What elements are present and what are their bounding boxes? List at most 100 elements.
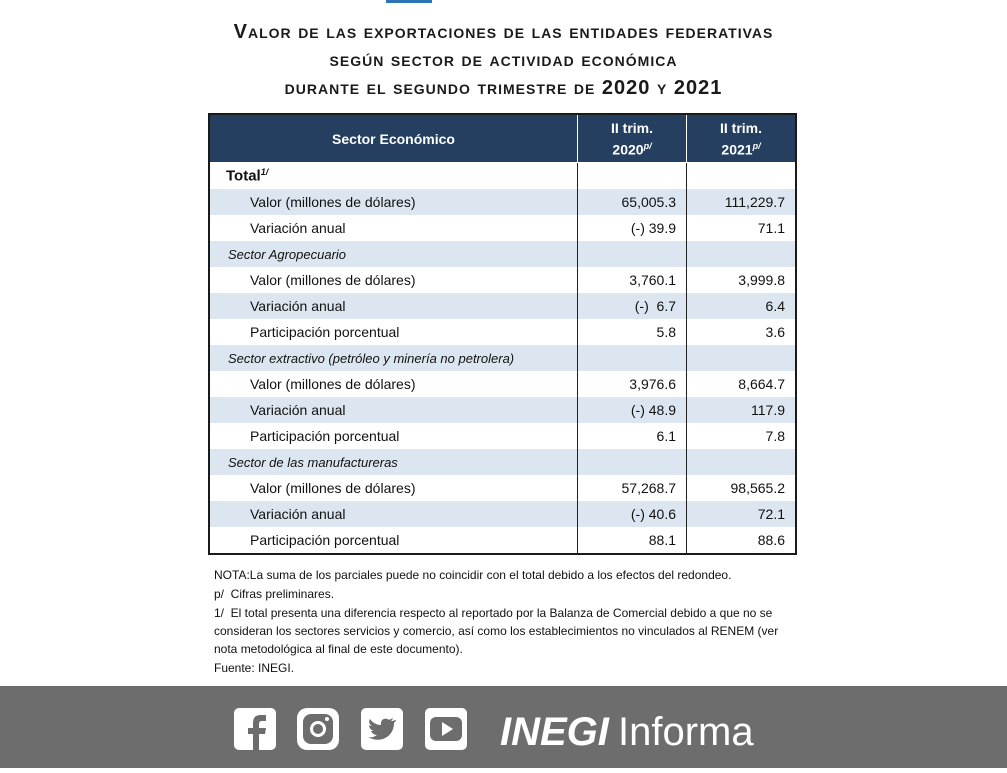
header-cell: II trim. 2020p/ bbox=[577, 113, 687, 163]
cell: 3,760.1 bbox=[577, 267, 687, 293]
row-label: Valor (millones de dólares) bbox=[208, 371, 578, 397]
footer: INEGI Informa bbox=[0, 686, 1007, 768]
label: Valor (millones de dólares) bbox=[250, 376, 416, 392]
cell: 8,664.7 bbox=[686, 371, 797, 397]
cell bbox=[577, 162, 687, 189]
cell: 111,229.7 bbox=[686, 189, 797, 215]
row-label: Valor (millones de dólares) bbox=[208, 189, 578, 215]
table-row: Participación porcentual 5.8 3.6 bbox=[208, 319, 797, 345]
label: Valor (millones de dólares) bbox=[250, 272, 416, 288]
row-label: Valor (millones de dólares) bbox=[208, 475, 578, 501]
table-row: Total1/ bbox=[208, 162, 797, 189]
cell: (-) 39.9 bbox=[577, 215, 687, 241]
cell: (-) 48.9 bbox=[577, 397, 687, 423]
header-row: Sector Económico II trim. 2020p/II trim. 20… bbox=[208, 113, 797, 163]
label: Variación anual bbox=[250, 402, 346, 418]
cell: 88.6 bbox=[686, 527, 797, 554]
row-label: Sector de las manufactureras bbox=[208, 449, 578, 475]
cell: 5.8 bbox=[577, 319, 687, 345]
cell: 98,565.2 bbox=[686, 475, 797, 501]
cell: 117.9 bbox=[686, 397, 797, 423]
note: NOTA:La suma de los parciales puede no c… bbox=[214, 568, 732, 582]
cell bbox=[577, 449, 687, 475]
table: Sector Económico II trim. 2020p/II trim. 20… bbox=[208, 113, 797, 555]
row-label: Participación porcentual bbox=[208, 319, 578, 345]
label: Variación anual bbox=[250, 298, 346, 314]
note: 1/ El total presenta una diferencia resp… bbox=[214, 606, 782, 656]
note: p/ bbox=[752, 140, 761, 151]
cell: 7.8 bbox=[686, 423, 797, 449]
row-label: Variación anual bbox=[208, 501, 578, 527]
row-label: Participación porcentual bbox=[208, 423, 578, 449]
title-line: Valor de las exportaciones de las entida… bbox=[233, 21, 774, 43]
cell bbox=[686, 345, 797, 371]
table-row: Valor (millones de dólares) 65,005.3 111,2… bbox=[208, 189, 797, 215]
cell: 65,005.3 bbox=[577, 189, 687, 215]
cell: 57,268.7 bbox=[577, 475, 687, 501]
table-row: Variación anual (-) 39.9 71.1 bbox=[208, 215, 797, 241]
table-row: Valor (millones de dólares) 3,976.6 8,664.… bbox=[208, 371, 797, 397]
cell: 88.1 bbox=[577, 527, 687, 554]
notes: NOTA:La suma de los parciales puede no c… bbox=[214, 566, 794, 678]
label: Valor (millones de dólares) bbox=[250, 194, 416, 210]
table-row: Participación porcentual 6.1 7.8 bbox=[208, 423, 797, 449]
cell: 6.4 bbox=[686, 293, 797, 319]
header-year: 2020p/ bbox=[579, 137, 685, 159]
header-cell: II trim. 2021p/ bbox=[686, 113, 797, 163]
cell bbox=[686, 449, 797, 475]
row-label: Sector extractivo (petróleo y minería no… bbox=[208, 345, 578, 371]
label: Participación porcentual bbox=[250, 532, 400, 548]
table-row: Variación anual (-) 48.9 117.9 bbox=[208, 397, 797, 423]
header-label: II trim. bbox=[610, 119, 653, 136]
note: Fuente: INEGI. bbox=[214, 661, 295, 675]
brand: INEGI bbox=[500, 710, 610, 754]
table-row: Variación anual (-) 40.6 72.1 bbox=[208, 501, 797, 527]
table-row: Participación porcentual 88.1 88.6 bbox=[208, 527, 797, 554]
header-label: II trim. bbox=[719, 119, 762, 136]
table-row: Valor (millones de dólares) 3,760.1 3,999.… bbox=[208, 267, 797, 293]
cell: 3,976.6 bbox=[577, 371, 687, 397]
header-year: 2021p/ bbox=[688, 137, 794, 159]
label: Participación porcentual bbox=[250, 428, 400, 444]
title: Valor de las exportaciones de las entida… bbox=[0, 18, 1007, 102]
cell: (-) 6.7 bbox=[577, 293, 687, 319]
label: Total bbox=[226, 167, 261, 185]
note: 1/ bbox=[260, 167, 269, 178]
note: p/ Cifras preliminares. bbox=[214, 587, 335, 601]
cell bbox=[686, 241, 797, 267]
header-cell: Sector Económico bbox=[208, 113, 578, 163]
label: Sector de las manufactureras bbox=[228, 455, 398, 470]
cell: 3.6 bbox=[686, 319, 797, 345]
year: 2021 bbox=[721, 141, 753, 158]
table-row: Variación anual (-) 6.7 6.4 bbox=[208, 293, 797, 319]
label: Variación anual bbox=[250, 506, 346, 522]
label: Sector Agropecuario bbox=[228, 247, 347, 262]
note: p/ bbox=[643, 140, 652, 151]
cell: 6.1 bbox=[577, 423, 687, 449]
cell bbox=[686, 162, 797, 189]
row-label: Sector Agropecuario bbox=[208, 241, 578, 267]
cell bbox=[577, 241, 687, 267]
table-row: Valor (millones de dólares) 57,268.7 98,56… bbox=[208, 475, 797, 501]
cell: (-) 40.6 bbox=[577, 501, 687, 527]
row-label: Variación anual bbox=[208, 293, 578, 319]
label: Valor (millones de dólares) bbox=[250, 480, 416, 496]
footer-icons: INEGI Informa bbox=[234, 708, 754, 754]
row-label: Valor (millones de dólares) bbox=[208, 267, 578, 293]
cell: 71.1 bbox=[686, 215, 797, 241]
table-row: Sector Agropecuario bbox=[208, 241, 797, 267]
row-label: Variación anual bbox=[208, 397, 578, 423]
table-row: Sector de las manufactureras bbox=[208, 449, 797, 475]
label: Participación porcentual bbox=[250, 324, 400, 340]
year: 2020 bbox=[612, 141, 644, 158]
cell bbox=[577, 345, 687, 371]
cell: 3,999.8 bbox=[686, 267, 797, 293]
label: Sector extractivo (petróleo y minería no… bbox=[228, 351, 515, 366]
title-line: durante el segundo trimestre de 2020 y 2… bbox=[284, 77, 723, 99]
brand-suffix: Informa bbox=[618, 710, 754, 754]
table-row: Sector extractivo (petróleo y minería no… bbox=[208, 345, 797, 371]
top-bar bbox=[386, 0, 432, 3]
cell: 72.1 bbox=[686, 501, 797, 527]
title-line: según sector de actividad económica bbox=[329, 49, 678, 71]
